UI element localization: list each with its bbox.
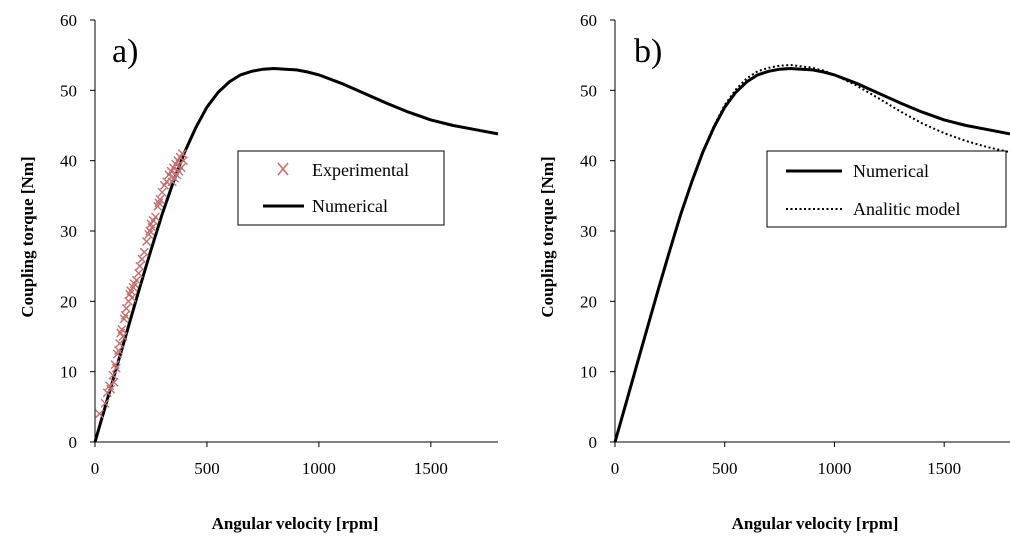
panel-a-x-tick-label: 1000 [302,459,336,478]
panel-a-y-axis-title: Coupling torque [Nm] [18,156,37,317]
panel-b-series [613,64,1010,443]
panel-b-y-tick-label: 30 [580,222,597,241]
panel-b-x-tick-label: 0 [611,459,620,478]
panel-b-analitic-model-line [614,64,1010,443]
panel-b-y-axis-title: Coupling torque [Nm] [538,156,557,317]
panel-a-experimental-point [150,212,160,222]
panel-a-experimental-point [100,398,110,408]
legend-label-numerical-b: Numerical [853,161,929,181]
panel-b-x-tick-label: 1000 [817,459,851,478]
panel-a-x-tick-label: 500 [194,459,220,478]
panel-b-numerical-line [613,67,1010,443]
legend-label-numerical: Numerical [312,196,388,216]
panel-a-experimental-point [177,149,187,159]
panel-a-experimental-point [134,268,144,278]
panel-b-x-tick-label: 1500 [927,459,961,478]
panel-a-x-tick-label: 1500 [414,459,448,478]
legend-label-experimental: Experimental [312,160,409,180]
panel-a-experimental-point [127,293,137,303]
panel-a-experimental-point [118,332,128,341]
panel-a-legend: Experimental Numerical [237,150,445,226]
panel-a-experimental-point [108,370,118,380]
legend-label-analitic: Analitic model [853,199,960,219]
panel-a-numerical-line [93,67,499,443]
panel-a-experimental-point [141,237,151,247]
panel-a-y-tick-label: 10 [60,363,77,382]
panel-a-y-tick-label: 50 [60,81,77,100]
panel-a-series [93,67,499,443]
chart-panel-a: a) Angular velocity [rpm] Coupling torqu… [18,11,499,533]
panel-a-experimental-point [111,363,121,373]
panel-b-x-tick-label: 500 [712,459,738,478]
panel-a-y-ticks: 0 10 20 30 40 50 60 [60,11,95,452]
panel-a-x-tick-label: 0 [91,459,100,478]
panel-a-experimental-point [167,177,177,187]
panel-b-x-ticks: 0 500 1000 1500 [611,442,961,478]
panel-a-experimental-point [155,194,165,204]
panel-a-y-tick-label: 0 [69,433,78,452]
panel-a-experimental-point [115,339,125,349]
panel-a-experimental-point [135,261,145,271]
panel-a-experimental-point [109,377,119,387]
panel-b-y-tick-label: 40 [580,152,597,171]
panel-a-y-tick-label: 40 [60,152,77,171]
panel-b-y-tick-label: 60 [580,11,597,30]
panel-a-y-tick-label: 30 [60,222,77,241]
panel-a-experimental-point [178,156,188,166]
panel-a-x-axis-title: Angular velocity [rpm] [212,514,379,533]
legend-marker-experimental [277,162,289,176]
panel-a-experimental-point [139,247,149,257]
panel-a-experimental-point [106,384,116,394]
panel-b-label: b) [634,33,662,70]
panel-b-x-axis-title: Angular velocity [rpm] [732,514,899,533]
panel-a-experimental-point [137,254,147,264]
panel-b-legend: Numerical Analitic model [766,150,1007,228]
panel-a-experimental-point [131,275,141,285]
panel-a-experimental-point [94,409,104,419]
panel-a-legend-box [237,150,445,226]
panel-a-experimental-point [117,324,127,334]
panel-b-y-ticks: 0 10 20 30 40 50 60 [580,11,615,452]
chart-panel-b: b) Angular velocity [rpm] Coupling torqu… [538,11,1010,533]
panel-b-y-tick-label: 20 [580,292,597,311]
panel-a-label: a) [112,33,138,70]
panel-a-experimental-point [157,187,167,197]
panel-b-y-tick-label: 10 [580,363,597,382]
panel-b-y-tick-label: 0 [589,433,598,452]
panel-b-legend-box [766,150,1007,228]
panel-a-y-tick-label: 60 [60,11,77,30]
panel-a-experimental-point [120,310,130,320]
panel-a-y-tick-label: 20 [60,292,77,311]
panel-b-y-tick-label: 50 [580,81,597,100]
panel-a-experimental-point [121,303,131,313]
panel-a-experimental-point [114,346,124,356]
panel-a-x-ticks: 0 500 1000 1500 [91,442,448,478]
panel-a-experimental-point [147,222,157,232]
